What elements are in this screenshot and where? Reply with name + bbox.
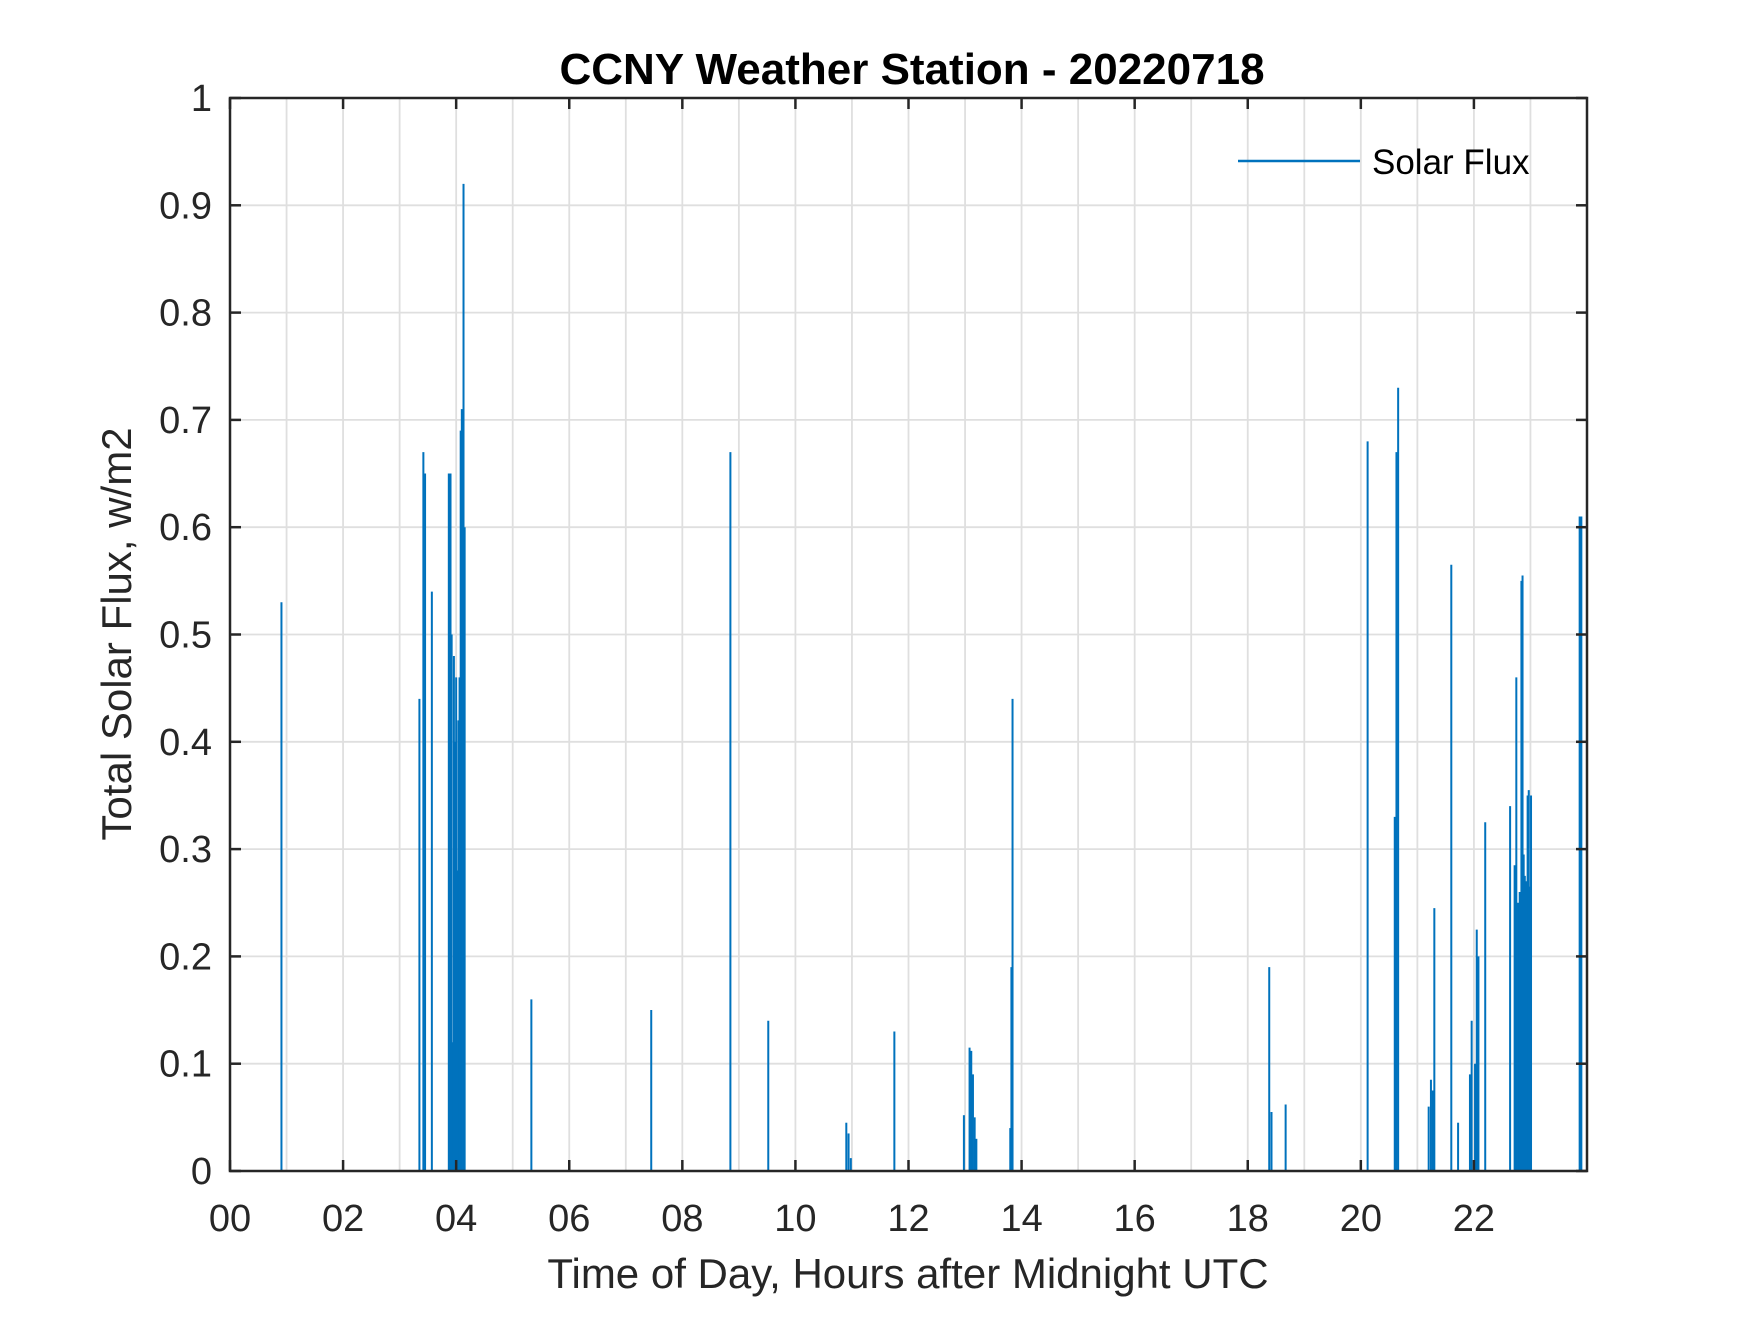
y-axis-label: Total Solar Flux, w/m2 bbox=[93, 427, 140, 840]
x-axis: 00 02 04 06 08 10 12 14 16 18 20 22 bbox=[209, 98, 1495, 1240]
x-axis-label: Time of Day, Hours after Midnight UTC bbox=[547, 1250, 1268, 1297]
y-tick-label: 0.7 bbox=[159, 400, 212, 442]
x-tick-label: 18 bbox=[1227, 1198, 1269, 1240]
x-tick-label: 06 bbox=[548, 1198, 590, 1240]
y-tick-label: 0 bbox=[191, 1151, 212, 1193]
x-tick-label: 22 bbox=[1453, 1198, 1495, 1240]
y-tick-label: 0.6 bbox=[159, 507, 212, 549]
chart-title: CCNY Weather Station - 20220718 bbox=[559, 45, 1264, 94]
y-tick-label: 0.1 bbox=[159, 1044, 212, 1086]
legend: Solar Flux bbox=[1238, 143, 1530, 182]
y-tick-label: 0.3 bbox=[159, 829, 212, 871]
legend-label-solar-flux: Solar Flux bbox=[1372, 143, 1530, 182]
x-tick-label: 00 bbox=[209, 1198, 251, 1240]
x-tick-label: 16 bbox=[1114, 1198, 1156, 1240]
x-tick-label: 10 bbox=[774, 1198, 816, 1240]
x-tick-label: 02 bbox=[322, 1198, 364, 1240]
x-tick-label: 20 bbox=[1340, 1198, 1382, 1240]
x-tick-label: 14 bbox=[1000, 1198, 1042, 1240]
y-tick-label: 0.9 bbox=[159, 185, 212, 227]
y-tick-label: 0.2 bbox=[159, 936, 212, 978]
x-tick-label: 08 bbox=[661, 1198, 703, 1240]
y-axis: 0 0.1 0.2 0.3 0.4 0.5 0.6 0.7 0.8 0.9 1 bbox=[159, 78, 1587, 1193]
x-tick-label: 12 bbox=[887, 1198, 929, 1240]
y-tick-label: 1 bbox=[191, 78, 212, 120]
y-tick-label: 0.4 bbox=[159, 722, 212, 764]
grid-lines bbox=[230, 98, 1587, 1171]
x-tick-label: 04 bbox=[435, 1198, 477, 1240]
y-tick-label: 0.8 bbox=[159, 293, 212, 335]
y-tick-label: 0.5 bbox=[159, 615, 212, 657]
